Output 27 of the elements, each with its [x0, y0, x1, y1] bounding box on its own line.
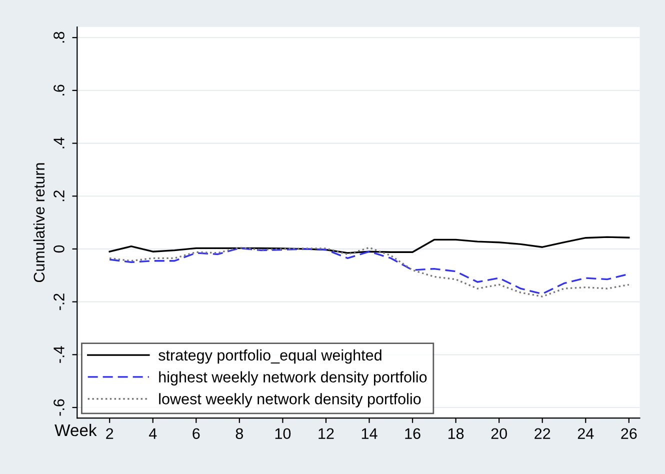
line-series: [108, 236, 630, 254]
y-tick-label: -.4: [54, 346, 64, 363]
x-tick-label: 22: [534, 428, 550, 439]
x-tick-label: 4: [148, 428, 157, 439]
y-tick-label: .2: [54, 190, 64, 202]
y-axis-title: Cumulative return: [33, 163, 45, 282]
legend-label: highest weekly network density portfolio: [159, 371, 427, 386]
x-tick-label: 14: [362, 428, 378, 439]
y-tick-label: .8: [54, 32, 64, 43]
legend-label: strategy portfolio_equal weighted: [158, 349, 382, 364]
x-tick-label: 20: [491, 428, 507, 440]
x-tick-label: 6: [192, 428, 200, 440]
y-tick-label: 0: [54, 245, 64, 253]
x-tick-label: 24: [578, 428, 594, 439]
x-tick-label: 8: [236, 428, 244, 440]
legend-label: lowest weekly network density portfolio: [159, 393, 421, 408]
x-tick-label: 10: [275, 428, 291, 440]
y-tick-label: .6: [54, 84, 64, 96]
x-tick-label: 2: [106, 428, 114, 439]
x-tick-label: 12: [318, 428, 334, 439]
x-tick-label: 18: [448, 428, 464, 440]
y-tick-label: -.6: [54, 399, 64, 416]
x-axis-title: Week: [54, 424, 97, 436]
y-tick-label: .4: [54, 137, 64, 148]
x-tick-label: 26: [621, 428, 637, 440]
y-tick-label: -.2: [54, 294, 64, 310]
x-tick-label: 16: [405, 428, 420, 440]
